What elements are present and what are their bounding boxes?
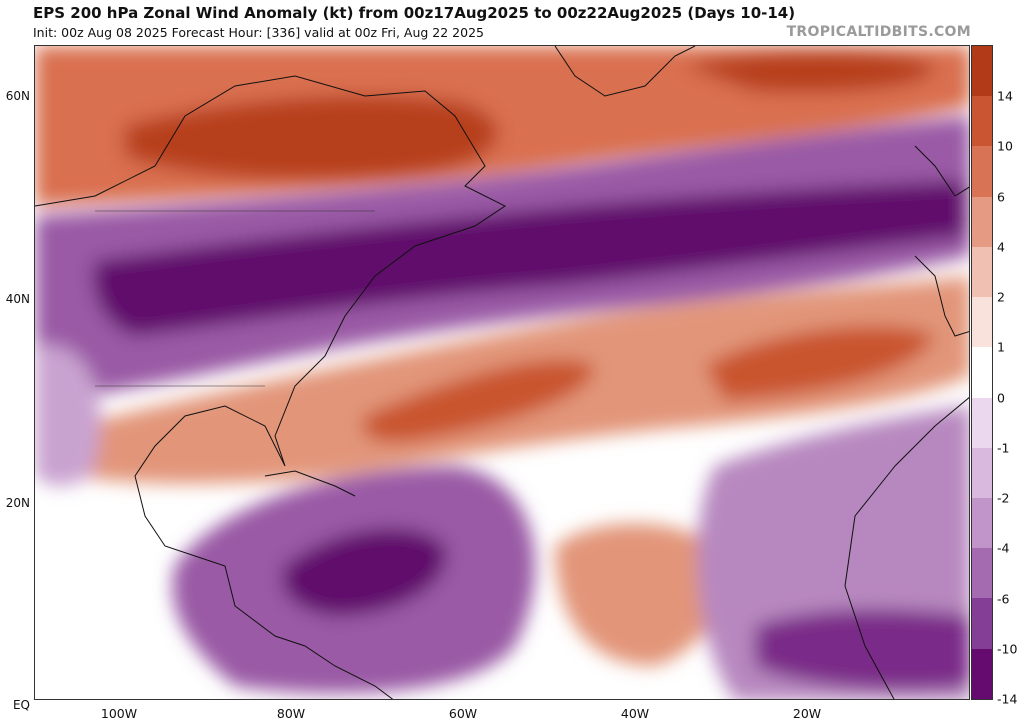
chart-subtitle: Init: 00z Aug 08 2025 Forecast Hour: [33… <box>33 25 484 40</box>
anomaly-strong-positive-east <box>705 326 935 401</box>
colorbar-swatch <box>972 497 992 549</box>
longitude-label-20w: 20W <box>792 706 822 721</box>
colorbar-swatch <box>972 196 992 247</box>
map-canvas <box>35 46 969 699</box>
colorbar-label: 10 <box>997 138 1013 154</box>
colorbar-swatch <box>972 447 992 498</box>
colorbar-label: 14 <box>997 88 1013 104</box>
colorbar-label: -1 <box>997 440 1010 456</box>
colorbar-swatch <box>972 548 992 599</box>
anomaly-strong-negative-caribbean <box>282 528 447 616</box>
colorbar-label: 0 <box>997 390 1005 406</box>
colorbar-swatch <box>972 347 992 398</box>
latitude-label-60n: 60N <box>5 89 30 103</box>
anomaly-strong-positive-greenland <box>685 51 935 93</box>
longitude-label-100w: 100W <box>100 706 138 721</box>
colorbar-swatch <box>972 46 992 97</box>
colorbar-label: 1 <box>997 339 1005 355</box>
coastlines <box>35 46 969 699</box>
latitude-label-eq: EQ <box>12 698 30 712</box>
anomaly-strong-positive-atlantic <box>362 359 595 443</box>
colorbar-swatch <box>972 297 992 348</box>
anomaly-map <box>34 45 970 700</box>
longitude-label-80w: 80W <box>276 706 306 721</box>
latitude-label-20n: 20N <box>5 496 30 510</box>
colorbar-swatch <box>972 648 992 699</box>
colorbar-swatch <box>972 397 992 448</box>
anomaly-positive-tropical <box>555 523 723 666</box>
colorbar-label: -14 <box>997 691 1018 707</box>
borders <box>95 210 375 387</box>
anomaly-strong-negative-band <box>93 181 965 336</box>
latitude-label-40n: 40N <box>5 292 30 306</box>
anomaly-weak-negative-mexico <box>35 344 101 486</box>
colorbar-label: 4 <box>997 239 1005 255</box>
colorbar-label: 2 <box>997 289 1005 305</box>
source-watermark: TROPICALTIDBITS.COM <box>786 24 971 40</box>
colorbar-label: -6 <box>997 591 1010 607</box>
colorbar-label: 6 <box>997 189 1005 205</box>
chart-title: EPS 200 hPa Zonal Wind Anomaly (kt) from… <box>33 4 796 22</box>
colorbar <box>971 45 993 700</box>
anomaly-strong-positive-canada <box>125 95 498 180</box>
colorbar-swatch <box>972 146 992 197</box>
longitude-label-40w: 40W <box>620 706 650 721</box>
colorbar-swatch <box>972 96 992 147</box>
colorbar-label: -10 <box>997 641 1018 657</box>
anomaly-strong-negative-africa <box>755 609 969 690</box>
colorbar-label: -2 <box>997 490 1010 506</box>
colorbar-swatch <box>972 246 992 298</box>
longitude-label-60w: 60W <box>448 706 478 721</box>
colorbar-swatch <box>972 598 992 649</box>
colorbar-label: -4 <box>997 540 1010 556</box>
